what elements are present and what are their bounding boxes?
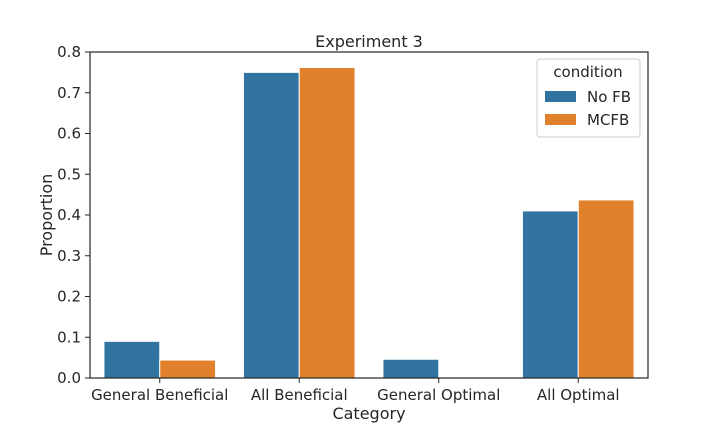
bar-no-fb-2 bbox=[382, 358, 440, 379]
y-tick-label: 0.1 bbox=[57, 328, 81, 346]
y-tick-label: 0.6 bbox=[57, 125, 81, 143]
x-tick-label: All Optimal bbox=[537, 386, 620, 404]
x-tick-label: General Optimal bbox=[377, 386, 500, 404]
y-axis: 0.0 0.1 0.2 0.3 0.4 0.5 0.6 0.7 0.8 bbox=[57, 43, 90, 387]
y-tick-label: 0.3 bbox=[57, 247, 81, 265]
y-axis-label: Proportion bbox=[37, 174, 56, 257]
y-tick-label: 0.7 bbox=[57, 84, 81, 102]
bars-group bbox=[103, 66, 635, 379]
plot-frame bbox=[89, 51, 649, 379]
legend-title: condition bbox=[553, 63, 622, 81]
y-tick-label: 0.4 bbox=[57, 206, 81, 224]
bar-mcfb-1 bbox=[298, 66, 356, 379]
y-tick-label: 0.5 bbox=[57, 165, 81, 183]
x-axis: General Beneficial All Beneficial General … bbox=[91, 378, 620, 404]
y-tick-label: 0.8 bbox=[57, 43, 81, 61]
y-tick-label: 0.2 bbox=[57, 288, 81, 306]
x-tick-label: General Beneficial bbox=[91, 386, 228, 404]
bar-mcfb-0 bbox=[159, 359, 217, 379]
bar-no-fb-0 bbox=[103, 340, 161, 379]
bar-no-fb-3 bbox=[521, 210, 579, 379]
x-axis-label: Category bbox=[332, 404, 405, 423]
legend-label-mcfb: MCFB bbox=[587, 111, 629, 129]
y-tick-label: 0.0 bbox=[57, 369, 81, 387]
legend: condition No FB MCFB bbox=[536, 58, 641, 138]
bar-no-fb-1 bbox=[242, 71, 300, 379]
bar-mcfb-3 bbox=[577, 199, 635, 379]
legend-swatch-mcfb bbox=[545, 114, 576, 125]
chart-title: Experiment 3 bbox=[315, 32, 423, 51]
legend-swatch-no-fb bbox=[545, 91, 576, 102]
legend-label-no-fb: No FB bbox=[587, 88, 631, 106]
x-tick-label: All Beneficial bbox=[251, 386, 348, 404]
